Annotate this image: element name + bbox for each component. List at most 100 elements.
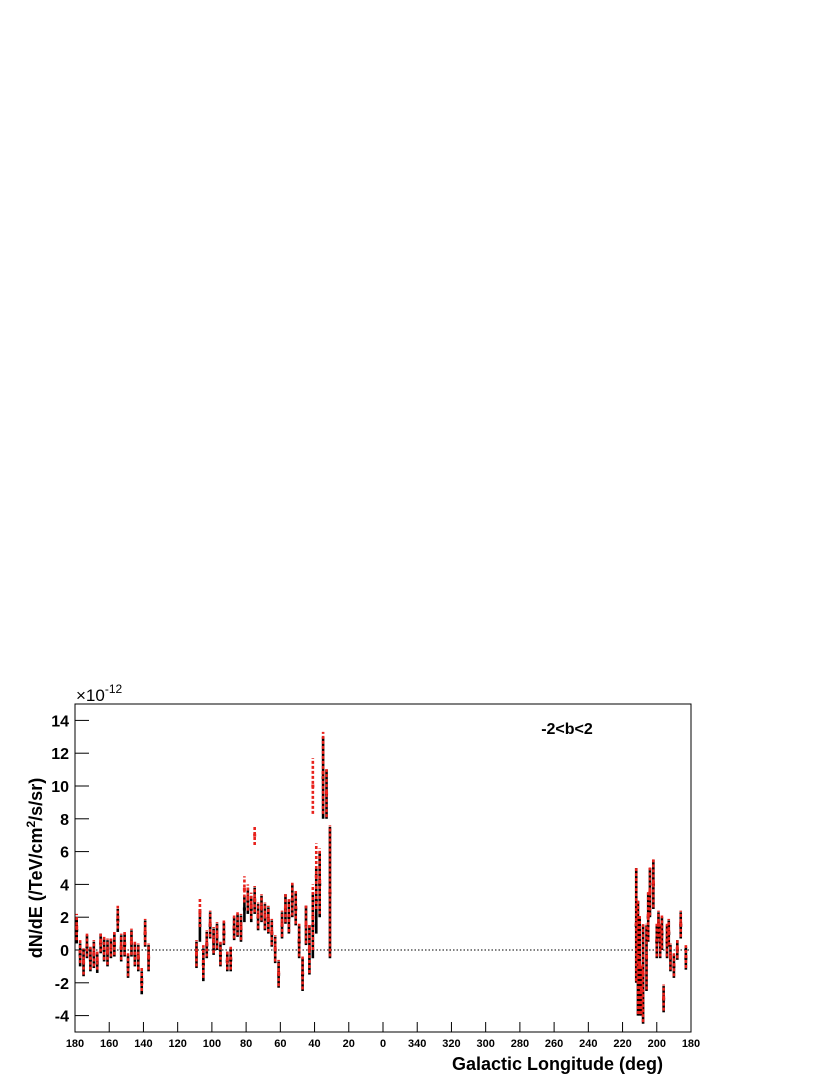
point <box>112 943 116 947</box>
y-tick-label: -2 <box>55 976 69 993</box>
y-multiplier: ×10-12 <box>76 682 123 705</box>
point <box>242 907 246 911</box>
point <box>215 933 219 937</box>
point <box>201 963 205 967</box>
point <box>75 925 79 929</box>
x-tick-label: 0 <box>380 1038 386 1050</box>
point <box>318 882 322 886</box>
point <box>665 938 669 942</box>
x-tick-label: 40 <box>308 1038 320 1050</box>
point <box>283 907 287 911</box>
point <box>260 905 264 909</box>
point <box>325 791 329 795</box>
point <box>662 996 666 1000</box>
x-tick-label: 320 <box>442 1038 460 1050</box>
point <box>294 905 298 909</box>
point <box>658 940 662 944</box>
x-tick-label: 240 <box>579 1038 597 1050</box>
point <box>655 940 659 944</box>
point <box>304 923 308 927</box>
y-tick-label: 0 <box>60 943 69 960</box>
point <box>232 925 236 929</box>
y-tick-label: -4 <box>55 1009 69 1026</box>
multiplier-base: ×10 <box>76 686 105 705</box>
point <box>646 914 650 918</box>
x-tick-label: 340 <box>408 1038 426 1050</box>
point <box>253 897 257 901</box>
point <box>109 945 113 949</box>
y-label-part: /s/sr) <box>26 778 46 821</box>
y-tick-label: 14 <box>51 713 69 730</box>
point <box>638 963 642 967</box>
point <box>112 941 116 945</box>
point <box>129 940 133 944</box>
y-tick-label: 4 <box>60 877 69 894</box>
point <box>314 874 318 878</box>
point <box>194 951 198 955</box>
point <box>667 930 671 934</box>
point <box>208 922 212 926</box>
multiplier-exponent: -12 <box>105 682 123 696</box>
point <box>311 915 315 919</box>
point <box>133 951 137 955</box>
x-tick-label: 60 <box>274 1038 286 1050</box>
point <box>641 971 645 975</box>
x-tick-label: 20 <box>343 1038 355 1050</box>
point <box>648 889 652 893</box>
point <box>314 899 318 903</box>
point <box>684 955 688 959</box>
y-label-superscript: 2 <box>24 821 38 828</box>
point <box>116 918 120 922</box>
point <box>99 941 103 945</box>
point <box>239 925 243 929</box>
point <box>280 922 284 926</box>
x-tick-label: 100 <box>203 1038 221 1050</box>
x-tick-label: 200 <box>648 1038 666 1050</box>
point <box>78 953 82 957</box>
point <box>198 910 202 914</box>
point <box>102 946 106 950</box>
point <box>88 958 92 962</box>
point <box>256 914 260 918</box>
x-tick-label: 260 <box>545 1038 563 1050</box>
point <box>287 914 291 918</box>
annotation: -2<b<2 <box>541 721 593 738</box>
point <box>106 950 110 954</box>
point <box>88 956 92 960</box>
point <box>294 907 298 911</box>
point <box>102 948 106 952</box>
x-tick-label: 120 <box>168 1038 186 1050</box>
y-tick-label: 12 <box>51 746 69 763</box>
point <box>675 946 679 950</box>
point <box>201 959 205 963</box>
point <box>225 959 229 963</box>
point <box>679 922 683 926</box>
point <box>318 879 322 883</box>
point <box>236 923 240 927</box>
y-tick-label: 8 <box>60 812 69 829</box>
point <box>242 887 246 891</box>
x-tick-label: 180 <box>682 1038 700 1050</box>
point <box>85 943 89 947</box>
x-tick-label: 160 <box>100 1038 118 1050</box>
point <box>304 922 308 926</box>
point <box>229 956 233 960</box>
point <box>85 945 89 949</box>
y-tick-label: 2 <box>60 910 69 927</box>
point <box>232 927 236 931</box>
point <box>656 922 660 926</box>
point <box>119 945 123 949</box>
point <box>668 955 672 959</box>
point <box>675 948 679 952</box>
x-tick-label: 220 <box>613 1038 631 1050</box>
x-tick-label: 280 <box>511 1038 529 1050</box>
x-tick-label: 180 <box>66 1038 84 1050</box>
point <box>263 914 267 918</box>
point <box>136 955 140 959</box>
point <box>277 971 281 975</box>
point <box>205 941 209 945</box>
point <box>218 953 222 957</box>
y-tick-label: 6 <box>60 845 69 862</box>
point <box>297 940 301 944</box>
point <box>212 938 216 942</box>
